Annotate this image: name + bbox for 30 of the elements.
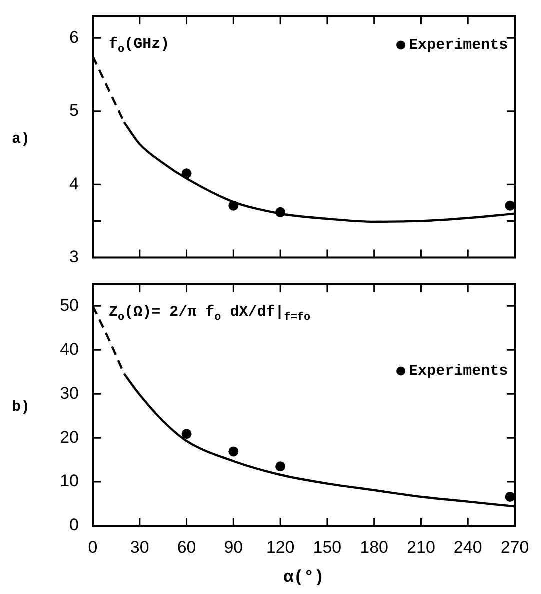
- x-tick-label: 90: [224, 538, 244, 557]
- point: [182, 429, 192, 440]
- y-tick-label: 3: [70, 247, 79, 266]
- y-tick-label: 40: [60, 340, 79, 359]
- x-tick-label: 60: [177, 538, 196, 557]
- x-tick-label: 120: [266, 538, 295, 557]
- y-tick-label: 0: [70, 516, 79, 535]
- point: [276, 462, 286, 472]
- y-tick-label: 6: [70, 28, 79, 47]
- point: [228, 446, 239, 457]
- text: b): [12, 398, 30, 416]
- y-tick-label: 30: [60, 384, 79, 403]
- x-tick-label: 30: [130, 538, 150, 557]
- x-tick-label: 270: [500, 538, 530, 557]
- point: [505, 492, 516, 502]
- y-tick-label: 4: [70, 174, 79, 194]
- x-tick-label: 0: [88, 538, 98, 557]
- legend-label: Experiments: [409, 363, 508, 380]
- x-tick-label: 210: [407, 538, 436, 557]
- y-tick-label: 50: [60, 296, 79, 315]
- y-tick-label: 5: [70, 101, 79, 120]
- x-tick-label: 180: [360, 538, 389, 557]
- y-tick-label: 10: [60, 472, 79, 491]
- text: a): [12, 130, 30, 148]
- y-tick-label: 20: [60, 428, 79, 447]
- x-tick-label: 240: [454, 538, 482, 557]
- x-tick-label: 150: [313, 538, 342, 557]
- legend-label: Experiments: [409, 36, 508, 54]
- point: [505, 200, 516, 211]
- x-axis-title: α(°): [284, 569, 324, 588]
